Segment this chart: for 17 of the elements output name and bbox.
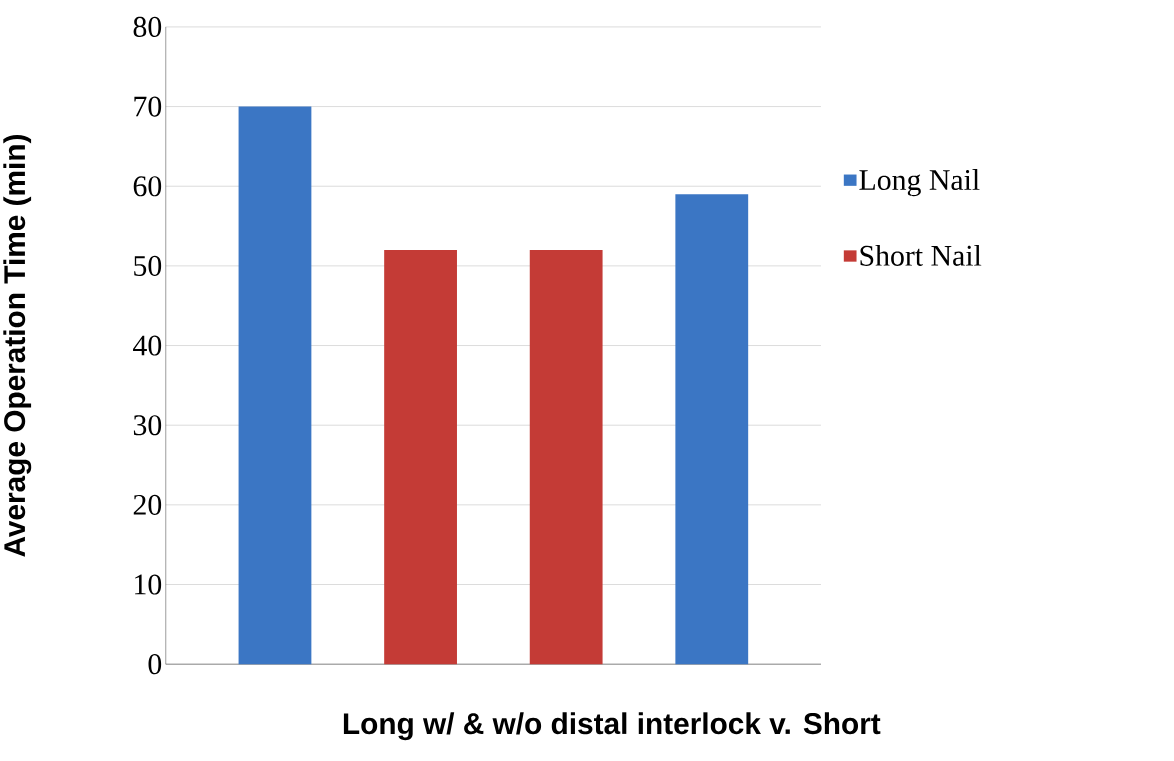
y-tick-label: 30 (133, 415, 162, 436)
bar (384, 250, 457, 665)
y-tick-label: 40 (133, 335, 162, 356)
legend-label: Long Nail (859, 169, 980, 197)
bar (675, 194, 749, 665)
y-tick-label: 10 (135, 574, 162, 595)
bar (529, 250, 603, 665)
y-tick-label: 0 (148, 654, 162, 675)
y-axis-title: Average Operation Time (min) (3, 135, 32, 557)
y-tick-label: 80 (133, 16, 162, 38)
y-tick-label: 50 (134, 255, 162, 276)
legend-label: Short Nail (860, 244, 982, 266)
x-axis-title: Long w/ & w/o distal interlock v. Short (343, 712, 881, 741)
y-tick-label: 70 (134, 96, 162, 117)
bar (238, 106, 312, 665)
y-tick-label: 60 (133, 176, 162, 197)
y-tick-label: 20 (133, 494, 162, 515)
